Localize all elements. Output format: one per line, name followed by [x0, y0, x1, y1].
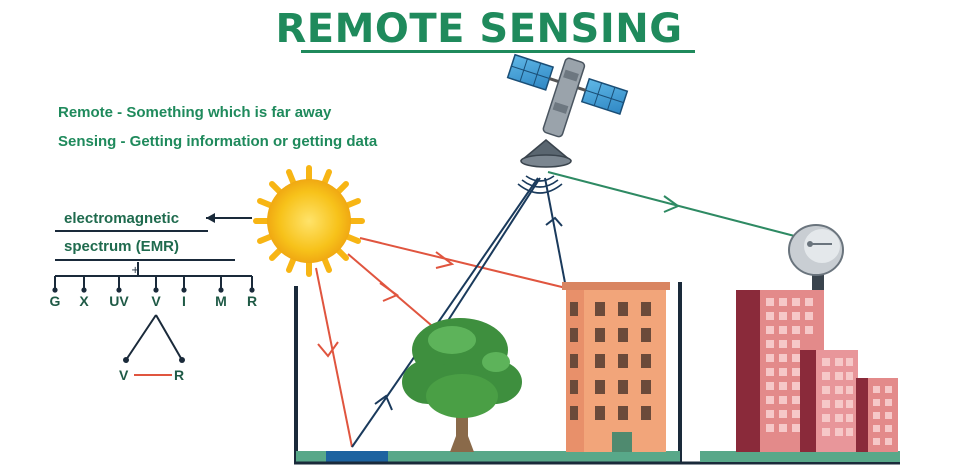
city-buildings-icon	[736, 290, 898, 452]
emr-arrowhead	[206, 213, 215, 223]
band-label-i: I	[182, 293, 186, 309]
tree-to-satellite-ray	[439, 177, 541, 334]
satellite-icon	[506, 53, 629, 168]
band-label-r: R	[246, 293, 258, 309]
visible-start-label: V	[119, 367, 129, 383]
emr-label-line1: electromagnetic	[64, 210, 180, 227]
building-to-satellite-ray	[544, 177, 567, 289]
building-icon	[562, 282, 670, 452]
band-label-uv: UV	[109, 293, 129, 309]
water-to-satellite-ray	[351, 177, 539, 448]
title-underline	[301, 50, 695, 53]
emr-label-line2: spectrum (EMR)	[64, 238, 180, 255]
downlink-arrow	[663, 195, 681, 213]
visible-branch-dot-right	[179, 357, 185, 363]
ground-strip	[296, 451, 680, 462]
water-patch	[326, 451, 388, 462]
visible-branch-left	[125, 314, 157, 361]
visible-end-label: R	[174, 367, 185, 383]
sun-to-water-ray	[315, 267, 353, 448]
incident-ray-arrows	[317, 251, 455, 358]
ground-station-dish-icon	[788, 224, 844, 292]
sun-icon	[253, 165, 365, 277]
band-label-m: M	[215, 293, 227, 309]
emr-spectrum-diagram: +	[52, 213, 255, 376]
definition-remote: Remote - Something which is far away	[58, 104, 332, 121]
signal-waves	[517, 175, 563, 194]
visible-branch-dot-left	[123, 357, 129, 363]
page-title: REMOTE SENSING	[275, 6, 683, 52]
spectrum-plus-mark: +	[131, 265, 139, 276]
band-label-x: X	[79, 293, 89, 309]
sun-to-building-ray	[359, 237, 567, 289]
reflected-ray-arrows	[374, 216, 563, 411]
definition-sensing: Sensing - Getting information or getting…	[58, 133, 378, 150]
city-ground-strip	[700, 451, 900, 462]
band-label-g: G	[49, 293, 61, 309]
tree-icon	[402, 318, 522, 452]
spectrum-band-dots	[52, 287, 255, 293]
reflected-rays	[351, 177, 567, 448]
band-label-v: V	[151, 293, 161, 309]
visible-branch-right	[155, 314, 183, 361]
scene-frame	[294, 282, 900, 465]
